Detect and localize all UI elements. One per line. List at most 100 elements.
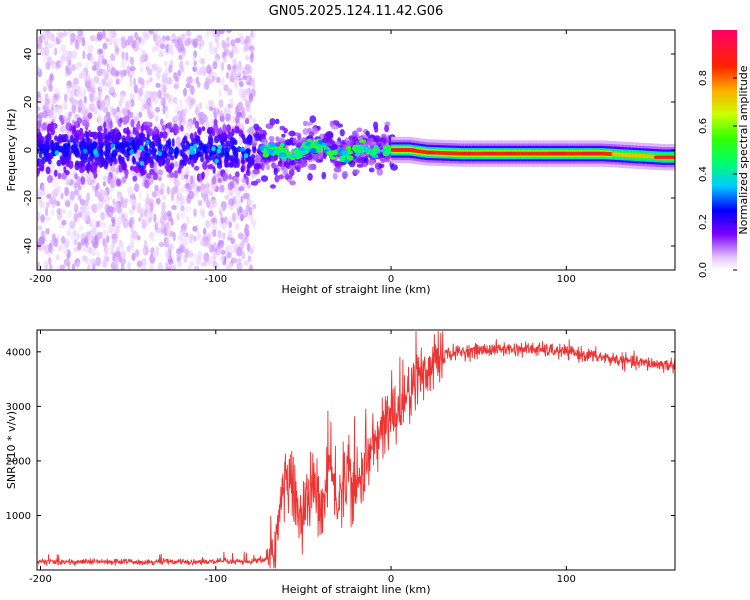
heat-cell [229,155,236,163]
heat-cell [248,206,253,216]
heat-cell [76,117,83,124]
heat-cell [207,99,214,106]
heat-cell [185,96,191,104]
heat-cell [390,164,398,171]
heat-cell [179,98,183,109]
heat-cell [240,146,245,152]
heat-cell [125,129,131,135]
colorbar-tick-label: 0.4 [698,166,709,182]
heat-cell [58,133,63,143]
heat-cell [105,196,110,203]
heat-cell [317,151,324,160]
heat-cell [185,140,189,147]
heat-cell [256,155,261,164]
heat-cell [286,151,291,156]
heat-cell [434,150,437,155]
heat-cell [243,153,249,159]
heat-cell [212,166,216,174]
heat-cell [76,233,80,240]
heat-cell [66,155,72,161]
heat-cell [108,224,114,234]
heat-cell [201,261,208,267]
heat-cell [641,154,644,158]
heat-cell [196,34,203,42]
heat-cell [239,81,244,88]
heat-cell [89,172,94,180]
heat-cell [119,69,125,76]
heat-cell [178,244,185,253]
heat-cell [103,115,107,123]
heat-cell [191,159,195,168]
heat-cell [174,76,180,82]
heat-cell [132,157,137,165]
heat-cell [87,44,94,55]
heat-cell [71,82,76,90]
heat-cell [73,202,78,211]
heat-cell [46,193,52,199]
heat-cell [53,237,59,248]
heat-cell [185,205,191,213]
heat-cell [368,167,375,173]
heat-cell [257,130,264,135]
heat-cell [92,141,98,148]
heat-cell [37,139,42,148]
heat-cell [56,254,60,261]
heat-cell [189,260,195,267]
heat-cell [76,89,83,98]
heat-cell [155,34,162,45]
heat-cell [57,244,64,252]
heat-cell [139,155,144,162]
heat-cell [580,151,602,156]
heat-cell [208,134,213,143]
heat-cell [136,260,143,268]
heat-cell [228,97,233,104]
heat-cell [81,37,86,47]
heat-cell [82,211,88,222]
heat-cell [87,156,91,165]
heat-cell [129,149,134,155]
heat-cell [221,76,225,87]
heat-cell [131,139,136,147]
heat-cell [43,244,50,250]
heat-cell [74,189,78,195]
heat-cell [201,126,206,132]
heat-cell [151,191,157,198]
heat-cell [63,30,68,37]
heat-cell [41,184,45,192]
heat-cell [277,161,284,167]
heat-cell [184,183,190,189]
y-tick-label: 40 [23,48,34,61]
heat-cell [115,178,121,187]
heat-cell [196,231,201,240]
heat-cell [177,260,183,268]
heat-cell [45,166,51,175]
heat-cell [174,97,178,106]
heat-cell [195,151,201,158]
heat-cell [174,125,180,134]
heat-cell [112,198,116,205]
heat-cell [115,78,119,85]
heat-cell [128,99,132,109]
heat-cell [234,223,240,231]
heat-cell [243,260,250,266]
heat-cell [102,58,107,65]
heat-cell [91,164,96,172]
heat-cell [185,30,192,37]
heat-cell [165,157,171,166]
heat-cell [56,166,61,173]
heat-cell [159,216,166,225]
heat-cell [216,162,223,169]
heat-cell [37,120,42,129]
heat-cell [44,207,49,217]
spectrogram-heatmap [37,30,675,270]
heat-cell [136,139,141,145]
heat-cell [233,139,238,146]
heat-cell [123,118,130,124]
heat-cell [60,117,65,126]
heat-cell [177,69,181,77]
heat-cell [125,51,129,61]
heat-cell [218,89,222,97]
snr-xlabel: Height of straight line (km) [281,583,430,596]
heat-cell [237,101,244,111]
heat-cell [89,35,96,42]
